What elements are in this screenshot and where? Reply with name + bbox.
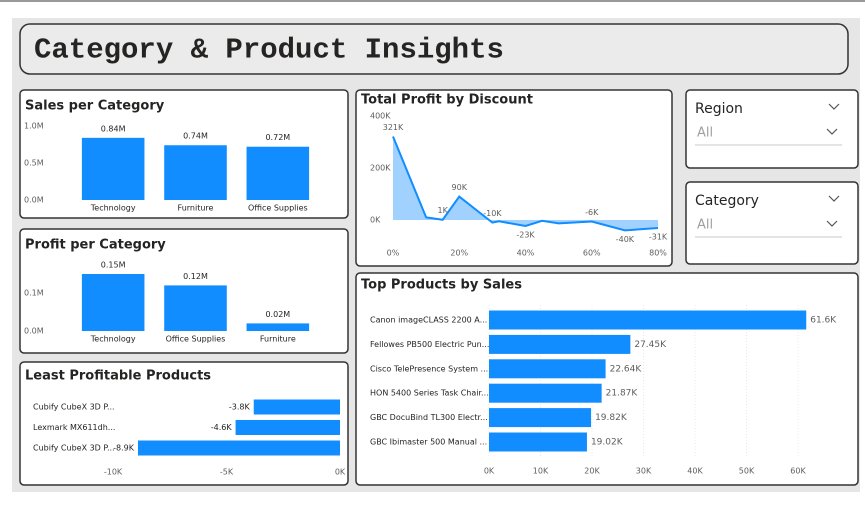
category-label: HON 5400 Series Task Chair... — [370, 389, 489, 398]
chart-title: Profit per Category — [25, 238, 166, 253]
x-tick-label: Office Supplies — [248, 204, 308, 213]
x-tick-label: Technology — [90, 335, 136, 344]
bar — [164, 285, 227, 331]
bar — [246, 146, 310, 200]
bar — [137, 440, 340, 456]
chevron — [828, 103, 840, 110]
y-tick-label: 0.0M — [24, 327, 44, 336]
x-tick-label: 20K — [584, 467, 600, 476]
x-tick-label: 80% — [649, 249, 667, 258]
value-label: 1K — [438, 206, 449, 215]
panel — [355, 272, 859, 486]
value-label: 21.87K — [606, 389, 639, 399]
value-label: -40K — [616, 235, 635, 244]
x-tick-label: 60K — [790, 467, 806, 476]
panel — [685, 181, 859, 265]
value-label: -10K — [483, 209, 502, 218]
y-tick-label: 1.0M — [24, 122, 44, 131]
chevron — [828, 195, 840, 202]
value-label: 19.82K — [595, 413, 628, 423]
y-tick-label: 0.5M — [24, 159, 44, 168]
x-tick-label: Technology — [90, 204, 136, 213]
value-label: 0.02M — [265, 310, 290, 319]
bar — [489, 432, 587, 452]
bar — [253, 399, 340, 415]
category-label: Cisco TelePresence System ... — [370, 364, 488, 373]
bar — [81, 274, 145, 331]
value-label: 0.12M — [183, 272, 208, 281]
value-label: 0.72M — [265, 133, 290, 142]
value-label: 90K — [452, 183, 468, 192]
bar — [489, 408, 592, 428]
chart-title: Least Profitable Products — [25, 369, 211, 384]
bar — [164, 145, 227, 200]
value-label: 0.15M — [101, 261, 126, 270]
value-label: 61.6K — [810, 316, 837, 326]
x-tick-label: -5K — [220, 468, 234, 477]
category-label: GBC Ibimaster 500 Manual ... — [370, 438, 487, 447]
category-label: Cubify CubeX 3D P... — [33, 444, 115, 453]
category-label: Lexmark MX611dh... — [33, 423, 115, 432]
value-label: 27.45K — [634, 340, 667, 350]
x-tick-label: Furniture — [260, 335, 296, 344]
chart-title: Total Profit by Discount — [361, 93, 533, 108]
x-tick-label: 50K — [739, 467, 755, 476]
x-tick-label: 60% — [583, 249, 601, 258]
title-box — [19, 23, 849, 75]
value-label: -6K — [585, 208, 599, 217]
y-tick-label: 0K — [370, 216, 381, 225]
x-tick-label: 0K — [484, 467, 495, 476]
value-label: -4.6K — [211, 423, 233, 432]
y-tick-label: 400K — [370, 112, 391, 121]
y-tick-label: 0.0M — [24, 196, 44, 205]
value-label: 321K — [383, 123, 404, 132]
chevron — [826, 128, 838, 135]
value-label: 0.74M — [183, 132, 208, 141]
x-tick-label: 0K — [335, 468, 346, 477]
chart-title: Top Products by Sales — [361, 278, 522, 293]
category-label: Cubify CubeX 3D P... — [33, 403, 115, 412]
slicer-value: All — [697, 126, 713, 141]
bar — [489, 359, 606, 379]
category-label: Canon imageCLASS 2200 A... — [370, 316, 487, 325]
chart-title: Sales per Category — [25, 99, 165, 114]
bar — [235, 420, 340, 435]
y-tick-label: 0.1M — [24, 289, 44, 298]
value-label: -3.8K — [229, 403, 251, 412]
chevron — [826, 220, 838, 227]
slicer-label: Region — [695, 101, 743, 117]
slicer-label: Category — [695, 193, 759, 209]
value-label: -31K — [649, 233, 668, 242]
bar — [489, 383, 602, 403]
x-tick-label: -10K — [104, 468, 123, 477]
bar — [81, 137, 145, 200]
bar — [246, 323, 310, 331]
x-tick-label: Office Supplies — [166, 335, 226, 344]
x-tick-label: 0% — [387, 249, 400, 258]
x-tick-label: 30K — [636, 467, 652, 476]
value-label: -23K — [516, 230, 535, 239]
category-label: Fellowes PB500 Electric Pun... — [370, 340, 489, 349]
value-label: 22.64K — [610, 364, 643, 374]
value-label: 0.84M — [101, 124, 126, 133]
value-label: -8.9K — [113, 444, 135, 453]
bar — [489, 310, 807, 330]
x-tick-label: 10K — [533, 467, 549, 476]
area — [393, 136, 658, 231]
slicer-value: All — [697, 218, 713, 233]
line — [392, 136, 659, 232]
x-tick-label: 20% — [450, 249, 468, 258]
panel — [685, 89, 859, 169]
category-label: GBC DocuBind TL300 Electr... — [370, 413, 488, 422]
x-tick-label: 40% — [517, 249, 535, 258]
x-tick-label: 40K — [687, 467, 703, 476]
x-tick-label: Furniture — [178, 204, 214, 213]
y-tick-label: 200K — [370, 164, 391, 173]
value-label: 19.02K — [591, 438, 624, 448]
dashboard-title: Category & Product Insights — [34, 34, 504, 67]
bar — [489, 334, 631, 354]
